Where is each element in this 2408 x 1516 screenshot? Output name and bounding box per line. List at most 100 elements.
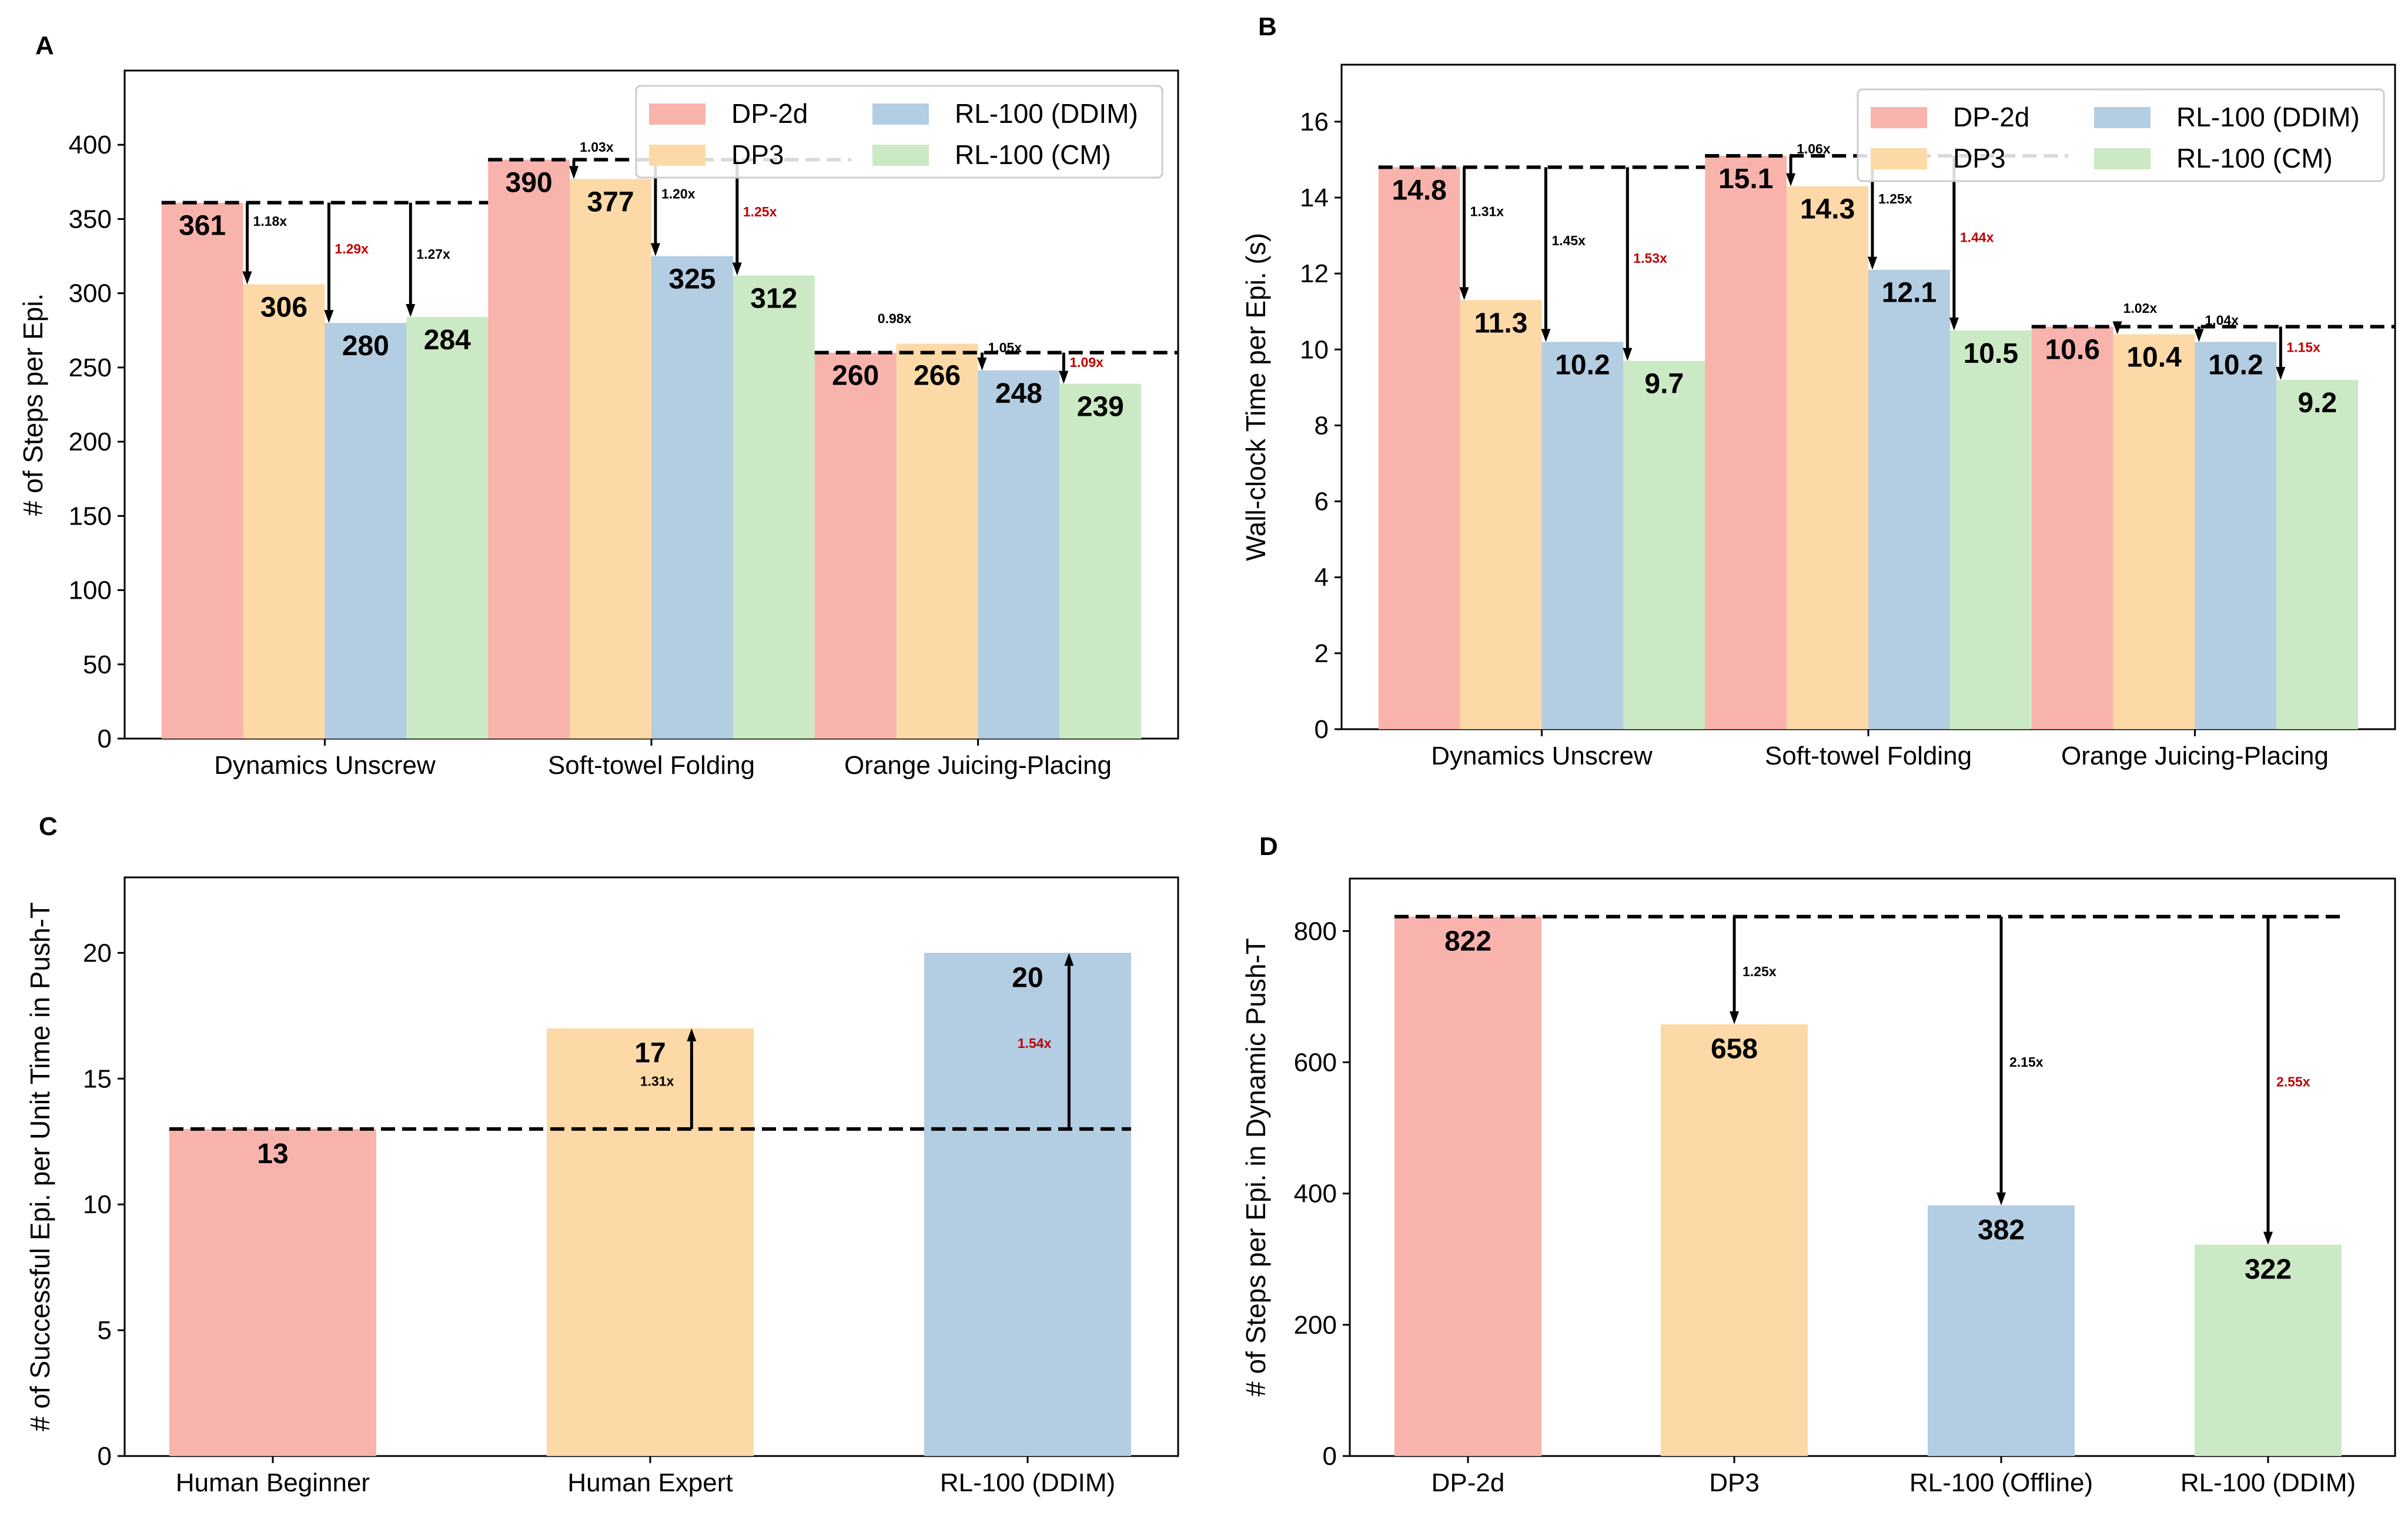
legend-label-rl-100-cm: RL-100 (CM) [955, 139, 1111, 170]
x-tick-label-rl-100-ddim: RL-100 (DDIM) [940, 1468, 1115, 1497]
y-axis-label: # of Steps per Epi. [18, 293, 48, 516]
bar-dp3-orange-juicing-placing [2113, 334, 2195, 729]
bar-rl-100-cm-dynamics-unscrew [406, 317, 489, 739]
axes-frame [1349, 877, 2396, 1457]
ratio-arrow-rl-100-cm-soft-towel-folding-head [1949, 318, 1959, 330]
y-tick-label: 0 [98, 724, 112, 753]
value-label: 14.3 [1800, 194, 1855, 225]
bar-rl-100-ddim-soft-towel-folding [1868, 269, 1950, 730]
speedup-ratio: 1.53x [1633, 251, 1667, 266]
y-axis-label: Wall-clock Time per Epi. (s) [1240, 233, 1271, 561]
value-label: 15.1 [1718, 163, 1773, 195]
value-label: 390 [506, 167, 553, 198]
ratio-arrow-rl-100-cm-orange-juicing-placing-head [1059, 370, 1069, 384]
y-tick-label: 16 [1300, 108, 1329, 136]
ratio-arrow-rl-100-offline-head [1996, 1192, 2006, 1206]
value-label: 377 [587, 186, 634, 218]
ratio-arrow-dp3-dynamics-unscrew-head [242, 271, 252, 285]
y-tick-label: 100 [69, 576, 112, 605]
chart-panel-a: 0 50 100 150 200 250 300 350 400 # of Steps per E… [18, 69, 1179, 780]
speedup-ratio: 2.55x [2276, 1074, 2310, 1090]
bar-rl-100-cm-soft-towel-folding [1949, 330, 2032, 729]
legend-label-dp3: DP3 [731, 139, 784, 170]
bar-rl-100-ddim-orange-juicing-placing [978, 370, 1060, 739]
speedup-ratio: 1.04x [2205, 312, 2239, 328]
ratio-arrow-rl-100-cm-orange-juicing-placing-head [2276, 366, 2286, 380]
legend-swatch-dp3 [1871, 148, 1927, 169]
bar-dp3-dynamics-unscrew [1460, 300, 1542, 729]
value-label: 10.4 [2126, 342, 2182, 373]
bar-dp3 [1661, 1024, 1808, 1456]
ratio-arrow-dp3-head [1730, 1011, 1739, 1024]
value-label: 658 [1711, 1034, 1758, 1065]
speedup-ratio: 1.25x [1743, 964, 1777, 979]
value-label: 382 [1978, 1215, 2025, 1246]
x-tick-label-rl-100-ddim: RL-100 (DDIM) [2180, 1468, 2356, 1497]
legend-label-rl-100-cm: RL-100 (CM) [2176, 143, 2333, 173]
x-tick-label-dynamics-unscrew: Dynamics Unscrew [1431, 742, 1653, 770]
y-tick-label: 12 [1300, 259, 1329, 288]
bar-rl-100-cm-dynamics-unscrew [1623, 360, 1705, 729]
y-tick-label: 400 [69, 131, 112, 159]
panel-label-b: B [1258, 12, 1277, 41]
value-label: 239 [1077, 392, 1124, 423]
y-tick-label: 150 [69, 502, 112, 530]
legend-swatch-rl-100-cm [872, 145, 929, 166]
x-tick-label-dynamics-unscrew: Dynamics Unscrew [214, 751, 436, 780]
bar-dp3-orange-juicing-placing [896, 343, 978, 739]
bar-dp-2d-dynamics-unscrew [161, 202, 243, 739]
y-tick-label: 600 [1294, 1048, 1337, 1077]
x-tick-label-dp3: DP3 [1709, 1468, 1760, 1497]
chart-panel-b: 0 2 4 6 8 10 12 14 16 Wall-clock Time per Epi. (s… [1240, 64, 2396, 770]
y-tick-label: 0 [1315, 715, 1329, 744]
y-tick-label: 10 [83, 1190, 112, 1219]
value-label: 266 [914, 360, 961, 392]
y-tick-label: 10 [1300, 335, 1329, 364]
legend-swatch-dp3 [649, 145, 705, 166]
bar-dp3-soft-towel-folding [1787, 186, 1868, 730]
x-tick-label-orange-juicing-placing: Orange Juicing-Placing [844, 751, 1112, 780]
legend-label-rl-100-ddim: RL-100 (DDIM) [2176, 102, 2360, 132]
chart-panel-c: 0 5 10 15 20 # of Successful Epi. per Unit Ti… [25, 876, 1179, 1497]
panel-label-c: C [39, 812, 58, 841]
ratio-arrow-dp3-soft-towel-folding-head [1786, 173, 1796, 186]
speedup-ratio: 1.18x [253, 213, 287, 229]
ratio-arrow-rl-100-ddim-soft-towel-folding-head [1867, 256, 1877, 270]
speedup-ratio: 1.25x [743, 204, 777, 219]
bar-rl-100-offline [1928, 1205, 2075, 1456]
legend-swatch-rl-100-ddim [2094, 107, 2151, 128]
speedup-ratio: 1.03x [580, 139, 614, 155]
bar-rl-100-cm-soft-towel-folding [733, 275, 815, 739]
bar-dp-2d-dynamics-unscrew [1378, 167, 1460, 729]
legend-box [1857, 88, 2385, 182]
bar-human-beginner [169, 1128, 376, 1456]
y-axis-label: # of Steps per Epi. in Dynamic Push-T [1240, 938, 1271, 1397]
legend-swatch-rl-100-cm [2094, 148, 2151, 169]
ratio-arrow-rl-100-ddim-orange-juicing-placing-head [977, 357, 987, 370]
y-tick-label: 250 [69, 353, 112, 382]
value-label: 13 [257, 1138, 288, 1170]
bar-rl-100-cm-orange-juicing-placing [1059, 383, 1142, 739]
bar-dp3-dynamics-unscrew [243, 284, 325, 739]
value-label: 10.5 [1964, 338, 2018, 369]
value-label: 306 [260, 292, 307, 323]
y-tick-label: 5 [98, 1316, 112, 1345]
ratio-arrow-rl-100-cm-dynamics-unscrew-head [406, 304, 416, 318]
y-tick-label: 400 [1294, 1180, 1337, 1208]
ratio-arrow-dp3-soft-towel-folding-head [569, 166, 579, 179]
x-tick-label-soft-towel-folding: Soft-towel Folding [1765, 742, 1972, 770]
speedup-ratio: 1.29x [335, 241, 369, 256]
speedup-ratio: 1.27x [416, 246, 450, 262]
ratio-arrow-human-expert-head [687, 1028, 697, 1041]
legend-swatch-rl-100-ddim [872, 103, 929, 125]
bar-dp-2d-orange-juicing-placing [2031, 326, 2113, 729]
speedup-ratio: 1.31x [1470, 203, 1504, 219]
speedup-ratio: 1.25x [1878, 191, 1912, 206]
ratio-arrow-rl-100-ddim-dynamics-unscrew-head [324, 310, 334, 323]
legend-label-dp3: DP3 [1953, 143, 2005, 173]
legend-label-dp-2d: DP-2d [1953, 102, 2029, 132]
ratio-arrow-rl-100-cm-dynamics-unscrew-head [1623, 348, 1633, 361]
y-tick-label: 200 [69, 428, 112, 456]
bar-rl-100-ddim [924, 953, 1131, 1456]
x-tick-label-dp-2d: DP-2d [1432, 1468, 1505, 1497]
